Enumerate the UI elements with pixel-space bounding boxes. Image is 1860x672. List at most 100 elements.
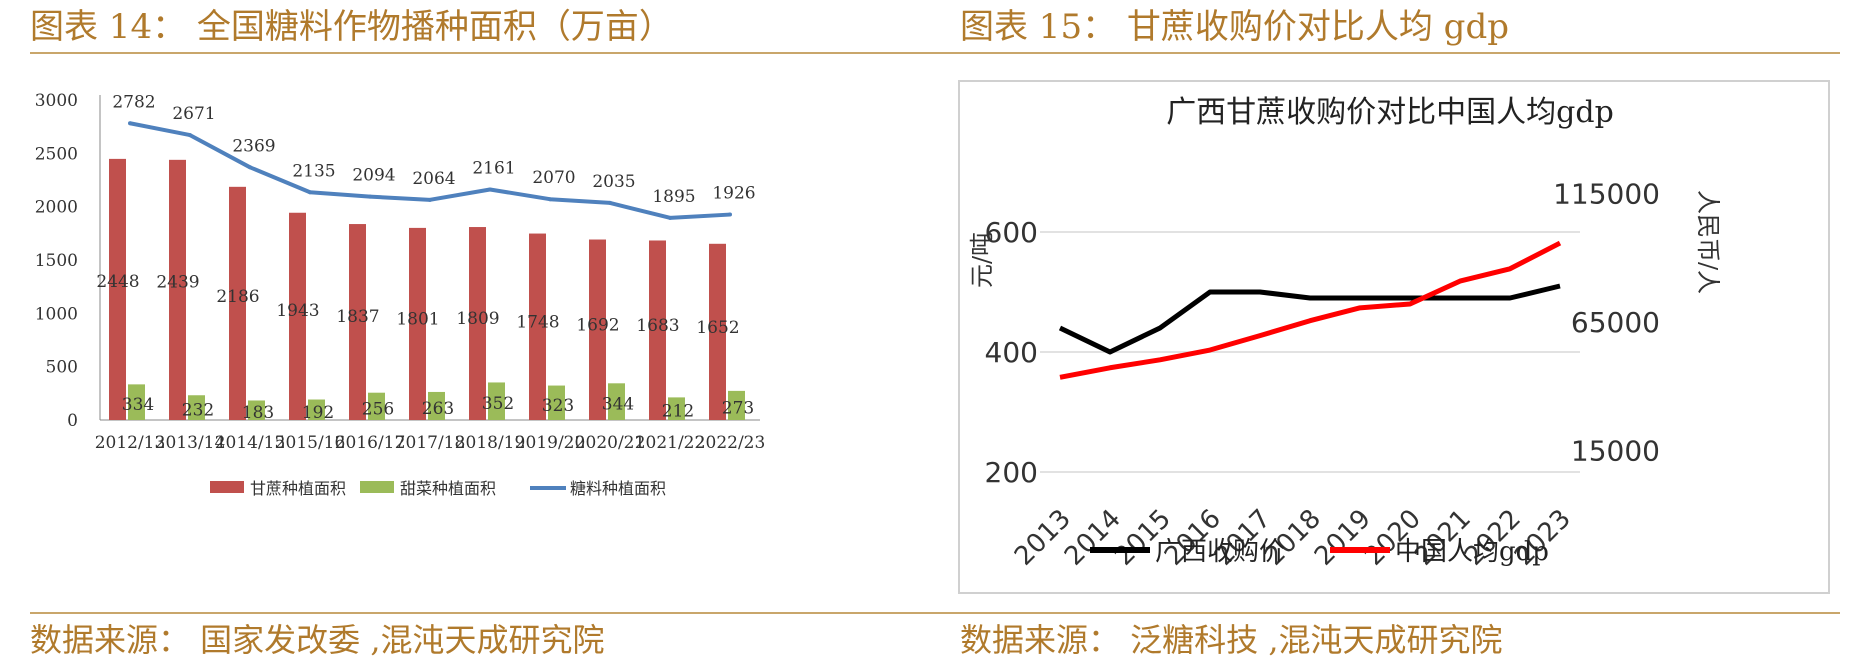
bar-sugarbeet bbox=[188, 395, 205, 420]
bar-sugarbeet-label: 256 bbox=[362, 399, 394, 419]
x-tick-label: 2016/17 bbox=[335, 433, 406, 453]
line-total-label: 2070 bbox=[532, 168, 575, 188]
line-total-point bbox=[608, 200, 612, 205]
y-tick-label: 2000 bbox=[35, 198, 78, 218]
line-total-point bbox=[248, 165, 252, 170]
x-tick-label: 2019 bbox=[1309, 504, 1377, 572]
chart14-source: 数据来源： 国家发改委 ,混沌天成研究院 bbox=[30, 612, 960, 662]
bar-sugarbeet bbox=[488, 382, 505, 420]
line-total-point bbox=[308, 190, 312, 195]
chart15-header: 图表 15： 甘蔗收购价对比人均 gdp bbox=[960, 4, 1840, 54]
line-total-point bbox=[428, 197, 432, 202]
chart14-header: 图表 14： 全国糖料作物播种面积（万亩） bbox=[30, 4, 960, 54]
bar-sugarcane bbox=[109, 158, 126, 420]
y-left-tick-label: 600 bbox=[985, 216, 1038, 249]
bar-sugarcane-label: 1683 bbox=[636, 316, 679, 336]
line-total-point bbox=[668, 215, 672, 220]
bar-sugarbeet-label: 352 bbox=[482, 394, 514, 414]
line-total-label: 2094 bbox=[352, 166, 395, 186]
line-total-label: 1926 bbox=[712, 184, 755, 204]
y-tick-label: 500 bbox=[46, 358, 78, 378]
bar-sugarbeet bbox=[428, 391, 445, 420]
legend-swatch bbox=[210, 481, 244, 493]
bar-sugarcane-label: 2186 bbox=[216, 287, 259, 307]
line-total-label: 2161 bbox=[472, 158, 515, 178]
line-total-point bbox=[128, 121, 132, 126]
y-tick-label: 1500 bbox=[35, 251, 78, 271]
bar-sugarbeet bbox=[368, 392, 385, 420]
x-tick-label: 2018/19 bbox=[455, 433, 526, 453]
bar-sugarcane bbox=[469, 227, 486, 420]
x-tick-label: 2014 bbox=[1059, 504, 1127, 572]
bar-sugarbeet-label: 263 bbox=[422, 399, 454, 419]
bar-sugarbeet bbox=[548, 385, 565, 420]
y-right-tick-label: 115000 bbox=[1553, 177, 1660, 210]
legend-label: 甘蔗种植面积 bbox=[250, 479, 346, 498]
y-right-tick-label: 15000 bbox=[1571, 435, 1660, 468]
bar-sugarcane-label: 1943 bbox=[276, 301, 319, 321]
x-tick-label: 2022/23 bbox=[695, 433, 766, 453]
x-tick-label: 2017/18 bbox=[395, 433, 466, 453]
x-tick-label: 2012/13 bbox=[95, 433, 166, 453]
chart15-source: 数据来源： 泛糖科技 ,混沌天成研究院 bbox=[960, 612, 1840, 662]
x-tick-label: 2013 bbox=[1009, 504, 1077, 572]
line-total-label: 2782 bbox=[112, 92, 155, 112]
line-total-point bbox=[188, 133, 192, 138]
line-total-label: 2671 bbox=[172, 104, 215, 124]
chart15-frame: 广西甘蔗收购价对比中国人均gdp 200 400 600 15000 65000 11500… bbox=[958, 80, 1830, 594]
bar-sugarbeet-label: 323 bbox=[542, 396, 574, 416]
bar-sugarbeet-label: 273 bbox=[722, 398, 754, 418]
bar-sugarcane-label: 2448 bbox=[96, 272, 139, 292]
x-tick-label: 2015/16 bbox=[275, 433, 346, 453]
x-tick-label: 2013/14 bbox=[155, 433, 226, 453]
line-china-gdp-per-capita bbox=[1059, 240, 1562, 380]
bar-sugarbeet-label: 212 bbox=[662, 402, 694, 422]
bar-sugarcane bbox=[169, 159, 186, 420]
chart15-price-vs-gdp: 广西甘蔗收购价对比中国人均gdp 200 400 600 15000 65000 11500… bbox=[968, 95, 1722, 572]
bar-sugarcane-label: 1837 bbox=[336, 307, 379, 327]
bar-sugarbeet bbox=[128, 384, 145, 420]
bar-sugarcane bbox=[349, 224, 366, 420]
line-guangxi-price bbox=[1058, 283, 1561, 355]
line-total-point bbox=[548, 197, 552, 202]
line-total-point bbox=[368, 194, 372, 199]
legend-label: 中国人均gdp bbox=[1395, 537, 1549, 567]
bar-sugarcane-label: 1692 bbox=[576, 316, 619, 336]
y-right-tick-label: 65000 bbox=[1571, 306, 1660, 339]
line-total-label: 1895 bbox=[652, 187, 695, 207]
bar-sugarbeet bbox=[668, 397, 685, 420]
x-tick-label: 2020/21 bbox=[575, 433, 646, 453]
bar-sugarbeet-label: 192 bbox=[302, 403, 334, 423]
y-right-axis-label: 人民币/人 bbox=[1694, 190, 1722, 294]
bar-sugarbeet bbox=[608, 383, 625, 420]
bar-sugarbeet bbox=[308, 399, 325, 420]
bar-sugarcane-label: 2439 bbox=[156, 273, 199, 293]
bar-sugarcane bbox=[229, 186, 246, 420]
bar-sugarbeet-label: 334 bbox=[122, 395, 154, 415]
chart-title: 广西甘蔗收购价对比中国人均gdp bbox=[1166, 95, 1614, 130]
y-tick-label: 0 bbox=[67, 411, 78, 431]
bar-sugarcane-label: 1748 bbox=[516, 312, 559, 332]
bar-sugarbeet-label: 344 bbox=[602, 395, 634, 415]
x-tick-label: 2019/20 bbox=[515, 433, 586, 453]
legend-swatch bbox=[360, 481, 394, 493]
y-left-tick-label: 400 bbox=[985, 336, 1038, 369]
bar-sugarcane bbox=[409, 227, 426, 420]
chart14-planting-area: 0500100015002000250030002012/132013/1420… bbox=[35, 91, 766, 498]
x-tick-label: 2014/15 bbox=[215, 433, 286, 453]
line-total-label: 2035 bbox=[592, 172, 635, 192]
y-tick-label: 1000 bbox=[35, 304, 78, 324]
bar-sugarbeet-label: 183 bbox=[242, 403, 274, 423]
line-total-point bbox=[488, 187, 492, 192]
bar-sugarcane bbox=[589, 239, 606, 420]
bar-sugarbeet bbox=[728, 390, 745, 420]
legend-label: 甜菜种植面积 bbox=[400, 479, 496, 498]
line-total-label: 2135 bbox=[292, 161, 335, 181]
bar-sugarcane bbox=[709, 243, 726, 420]
bar-sugarbeet bbox=[248, 400, 265, 420]
bar-sugarcane bbox=[289, 212, 306, 420]
legend-label: 糖料种植面积 bbox=[570, 479, 666, 498]
x-tick-label: 2021/22 bbox=[635, 433, 706, 453]
y-left-tick-label: 200 bbox=[985, 456, 1038, 489]
bar-sugarcane-label: 1809 bbox=[456, 309, 499, 329]
